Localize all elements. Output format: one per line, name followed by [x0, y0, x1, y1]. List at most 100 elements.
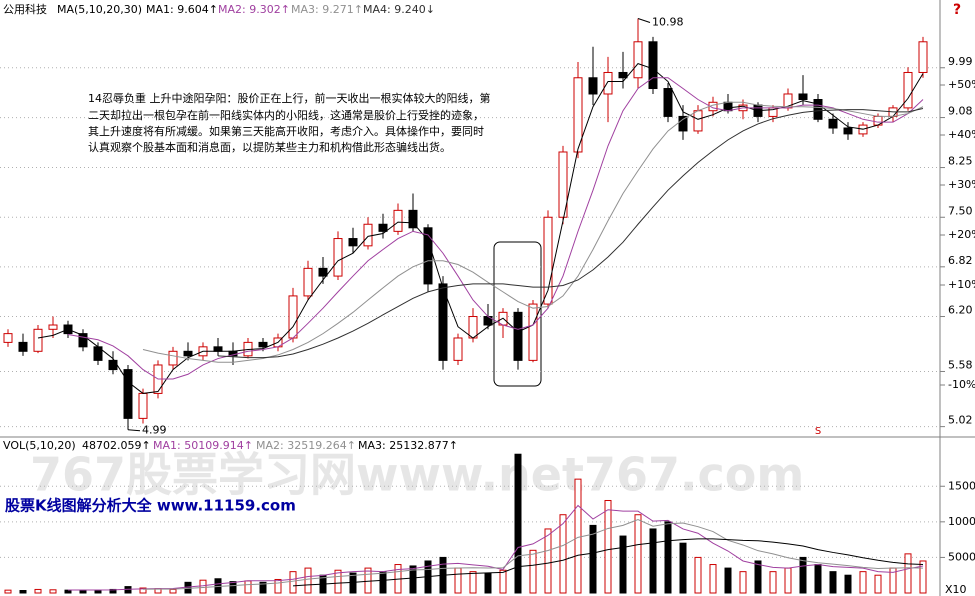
volume-bar — [814, 564, 822, 594]
volume-bar — [289, 571, 297, 594]
candle-body — [333, 238, 343, 277]
volume-bar — [739, 571, 747, 594]
volume-bar — [454, 567, 462, 594]
volume-bar — [244, 580, 252, 594]
candle-body — [288, 295, 298, 339]
y2-tick-label: -10% — [948, 378, 975, 391]
high-label: 10.98 — [652, 15, 684, 28]
y-tick-label: 10000 — [948, 515, 975, 528]
volume-bar — [604, 499, 612, 594]
candle-body — [183, 350, 193, 357]
candle-body — [213, 346, 223, 352]
volume-bar — [274, 578, 282, 594]
volume-bar — [724, 567, 732, 594]
candle-body — [18, 341, 28, 352]
volume-bar — [769, 571, 777, 594]
candle-body — [318, 267, 328, 277]
y2-tick-label: +20% — [948, 228, 975, 241]
volume-bar — [499, 569, 507, 594]
candle-body — [468, 316, 478, 339]
volume-bar — [904, 553, 912, 594]
candle-body — [33, 328, 43, 352]
volume-bar — [559, 514, 567, 594]
volume-bar — [679, 542, 687, 594]
candle-body — [813, 99, 823, 120]
candle-body — [108, 359, 118, 371]
candle-body — [618, 71, 628, 79]
candle-body — [543, 216, 553, 305]
volume-bar — [589, 524, 597, 594]
volume-bar — [874, 574, 882, 594]
volume-bar — [169, 588, 177, 594]
volume-bar — [364, 567, 372, 594]
legend-entry: MA3: 9.271↑ — [291, 3, 363, 16]
legend-entry: MA2: 32519.264↑ — [256, 439, 356, 452]
help-icon[interactable]: ? — [953, 2, 961, 18]
candle-body — [348, 238, 358, 247]
volume-bar — [754, 560, 762, 594]
candle-body — [363, 223, 373, 247]
volume-bar — [349, 572, 357, 594]
volume-bar — [844, 574, 852, 594]
y-tick-label: 15000 — [948, 479, 975, 492]
candle-body — [393, 209, 403, 232]
volume-bar — [229, 581, 237, 594]
volume-bar — [19, 590, 27, 594]
candle-body — [378, 223, 388, 232]
high-pointer — [637, 18, 651, 23]
candle-body — [408, 209, 418, 229]
y-tick-label: 6.20 — [948, 304, 973, 317]
candle-body — [918, 41, 928, 73]
candle-body — [798, 93, 808, 101]
volume-bar — [79, 589, 87, 594]
candle-body — [168, 350, 178, 366]
y2-tick-label: +40% — [948, 128, 975, 141]
legend-entry: MA4: 9.240↓ — [363, 3, 435, 16]
watermark: 767股票学习网www.net767.com — [30, 448, 804, 502]
annotation-line: 14忍辱负重 上升中途阳孕阳：股价正在上行，前一天收出一根实体较大的阳线，第 — [88, 91, 491, 105]
annotation-line: 其上升速度将有所减缓。如果第三天能高开收阳，考虑介入。具体操作中，要同时 — [88, 124, 484, 138]
y-tick-label: 5000 — [948, 550, 975, 563]
candle-body — [678, 115, 688, 132]
volume-bar — [919, 560, 927, 594]
candle-body — [693, 110, 703, 132]
y2-tick-label: +50% — [948, 78, 975, 91]
volume-bar — [199, 579, 207, 594]
volume-bar — [574, 478, 582, 594]
candle-body — [663, 88, 673, 117]
volume-bar — [334, 569, 342, 594]
candle-body — [303, 267, 313, 297]
volume-bar — [64, 589, 72, 594]
ma-line — [292, 538, 924, 587]
ma-line — [217, 107, 924, 359]
y-tick-label: 5.58 — [948, 358, 973, 371]
y-tick-label: 9.08 — [948, 105, 973, 118]
volume-bar — [94, 589, 102, 594]
volume-bar — [304, 567, 312, 594]
volume-bar — [259, 581, 267, 594]
ma-line — [142, 519, 924, 590]
stock-name: 公用科技 — [3, 2, 47, 16]
volume-bar — [544, 528, 552, 594]
site-label: 股票K线图解分析大全 www.11159.com — [5, 497, 296, 515]
candle-body — [138, 392, 148, 419]
y-tick-label: 7.50 — [948, 204, 973, 217]
legend-entry: MA2: 9.302↑ — [218, 3, 290, 16]
event-icon[interactable]: S — [815, 426, 821, 437]
candle-body — [453, 337, 463, 361]
candle-body — [603, 71, 613, 95]
candle-body — [828, 118, 838, 129]
volume-bar — [529, 549, 537, 594]
ma-line — [37, 63, 924, 394]
legend-entry: MA3: 25132.877↑ — [358, 439, 458, 452]
candle-body — [903, 71, 913, 109]
annotation-line: 二天却拉出一根包孕在前一阳线实体内的小阳线，这通常是股价上行受挫的迹象， — [88, 108, 484, 122]
volume-bar — [409, 565, 417, 594]
y-tick-label: 6.82 — [948, 254, 973, 267]
candle-body — [633, 41, 643, 79]
volume-bar — [634, 514, 642, 594]
y2-tick-label: +10% — [948, 278, 975, 291]
volume-bar — [649, 528, 657, 594]
